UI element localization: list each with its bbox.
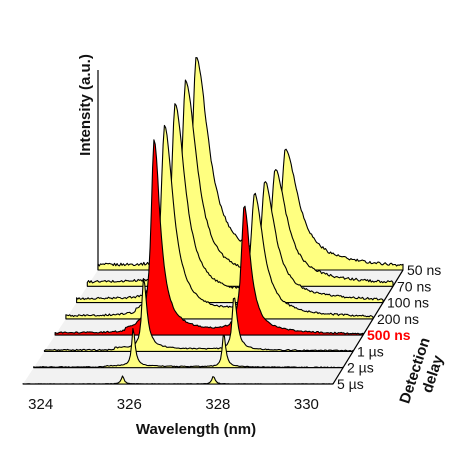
series-layer bbox=[22, 57, 404, 385]
series-label: 1 µs bbox=[357, 343, 384, 359]
series-label: 2 µs bbox=[347, 360, 374, 376]
delay-axis-line bbox=[332, 269, 404, 385]
series-label: 100 ns bbox=[387, 295, 429, 311]
spectrum-series bbox=[33, 327, 344, 369]
spectrum-series bbox=[76, 103, 384, 304]
spectrum-series bbox=[43, 278, 354, 352]
spectrum-series bbox=[54, 139, 364, 336]
spectrum-series bbox=[65, 124, 374, 320]
spectrum-series bbox=[22, 375, 334, 385]
x-tick-label: 324 bbox=[28, 396, 53, 413]
series-label: 50 ns bbox=[407, 262, 441, 278]
x-tick-label: 328 bbox=[205, 396, 230, 413]
x-tick-label: 326 bbox=[117, 396, 142, 413]
x-tick-label: 330 bbox=[294, 396, 319, 413]
x-tick-labels: 324 326 328 330 bbox=[28, 396, 319, 413]
series-label: 70 ns bbox=[397, 278, 431, 294]
series-label: 5 µs bbox=[337, 376, 364, 392]
z-axis-label: Detection delay bbox=[396, 331, 452, 411]
x-axis-label: Wavelength (nm) bbox=[136, 421, 256, 438]
y-axis-label: Intensity (a.u.) bbox=[77, 54, 94, 156]
series-label: 200 ns bbox=[377, 311, 419, 327]
series-label: 500 ns bbox=[367, 327, 411, 343]
